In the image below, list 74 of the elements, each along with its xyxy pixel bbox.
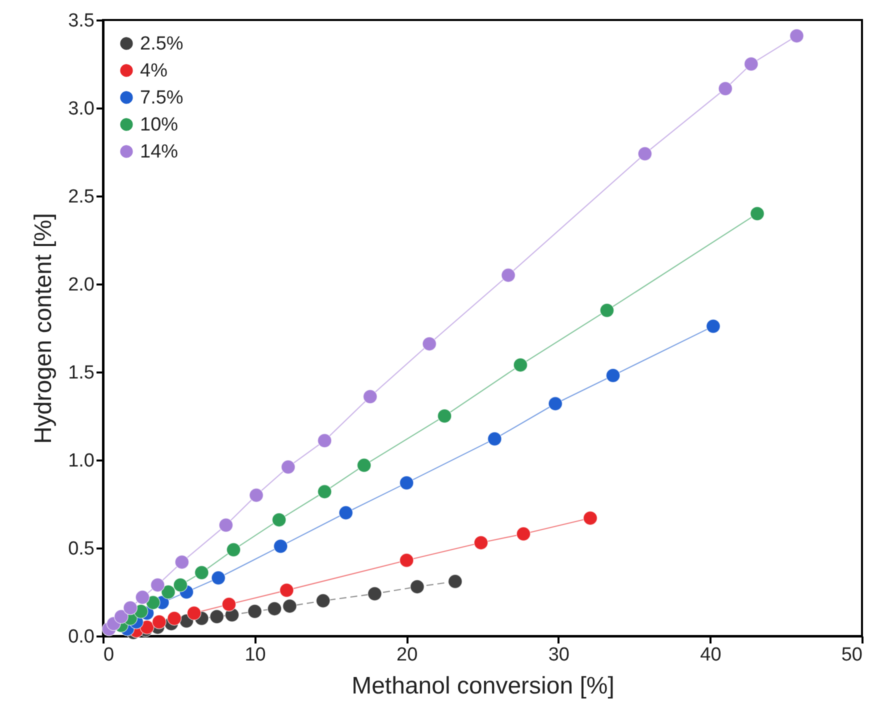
x-tick-label: 0 bbox=[104, 644, 114, 666]
point bbox=[249, 488, 264, 502]
point bbox=[317, 433, 332, 448]
point bbox=[606, 368, 620, 383]
point bbox=[282, 598, 298, 614]
point bbox=[152, 614, 166, 630]
point bbox=[582, 510, 598, 526]
y-tick-label: 0.5 bbox=[68, 538, 94, 560]
point bbox=[210, 609, 224, 624]
point bbox=[248, 604, 262, 619]
point bbox=[194, 565, 209, 580]
legend-label: 4% bbox=[140, 60, 168, 82]
point bbox=[356, 458, 372, 473]
x-tick-label: 30 bbox=[548, 644, 570, 666]
point bbox=[501, 268, 516, 282]
point bbox=[273, 538, 288, 554]
point bbox=[718, 81, 733, 96]
x-tick-label: 40 bbox=[700, 644, 722, 666]
point bbox=[410, 579, 425, 594]
point bbox=[437, 408, 452, 424]
legend-label: 2.5% bbox=[140, 34, 184, 54]
point bbox=[638, 146, 652, 162]
point bbox=[211, 570, 226, 586]
point bbox=[226, 542, 241, 558]
x-tick-label: 20 bbox=[396, 644, 418, 666]
y-tick-label: 0.0 bbox=[68, 626, 94, 648]
point bbox=[513, 358, 528, 372]
point bbox=[399, 553, 414, 568]
point bbox=[338, 506, 354, 520]
point bbox=[123, 600, 138, 616]
point bbox=[448, 574, 462, 589]
x-tick-label: 10 bbox=[244, 644, 266, 666]
point bbox=[222, 597, 236, 612]
point bbox=[744, 56, 758, 72]
y-tick-label: 1.0 bbox=[68, 450, 94, 472]
point bbox=[280, 460, 296, 474]
x-axis-title: Methanol conversion [%] bbox=[352, 672, 614, 700]
point bbox=[173, 578, 188, 592]
point bbox=[174, 554, 190, 570]
point bbox=[600, 303, 614, 318]
point bbox=[186, 606, 202, 620]
point bbox=[516, 526, 531, 542]
point bbox=[487, 432, 502, 446]
y-tick-label: 2.0 bbox=[68, 274, 94, 296]
point bbox=[114, 609, 129, 624]
point bbox=[279, 582, 294, 598]
point bbox=[317, 484, 332, 499]
point bbox=[135, 590, 150, 605]
point bbox=[146, 595, 160, 610]
point bbox=[706, 318, 721, 334]
point bbox=[399, 476, 414, 490]
legend-label: 7.5% bbox=[140, 88, 184, 108]
point bbox=[150, 578, 165, 592]
point bbox=[160, 584, 176, 600]
y-tick-label: 3.0 bbox=[68, 98, 94, 120]
y-tick-label: 2.5 bbox=[68, 186, 94, 208]
point bbox=[167, 611, 182, 626]
y-tick-label: 1.5 bbox=[68, 362, 94, 384]
y-axis-title: Hydrogen content [%] bbox=[30, 213, 58, 444]
legend-label: 10% bbox=[140, 114, 178, 136]
x-tick-label: 50 bbox=[841, 644, 862, 666]
legend-label: 14% bbox=[140, 142, 178, 162]
point bbox=[548, 396, 563, 411]
point bbox=[422, 336, 437, 352]
point bbox=[474, 535, 488, 550]
point bbox=[267, 601, 282, 616]
point bbox=[367, 586, 382, 602]
point bbox=[750, 206, 765, 221]
point bbox=[218, 518, 234, 532]
y-tick-label: 3.5 bbox=[68, 10, 94, 32]
point bbox=[272, 512, 286, 528]
point bbox=[789, 28, 804, 44]
point bbox=[362, 389, 378, 404]
point bbox=[316, 594, 330, 608]
